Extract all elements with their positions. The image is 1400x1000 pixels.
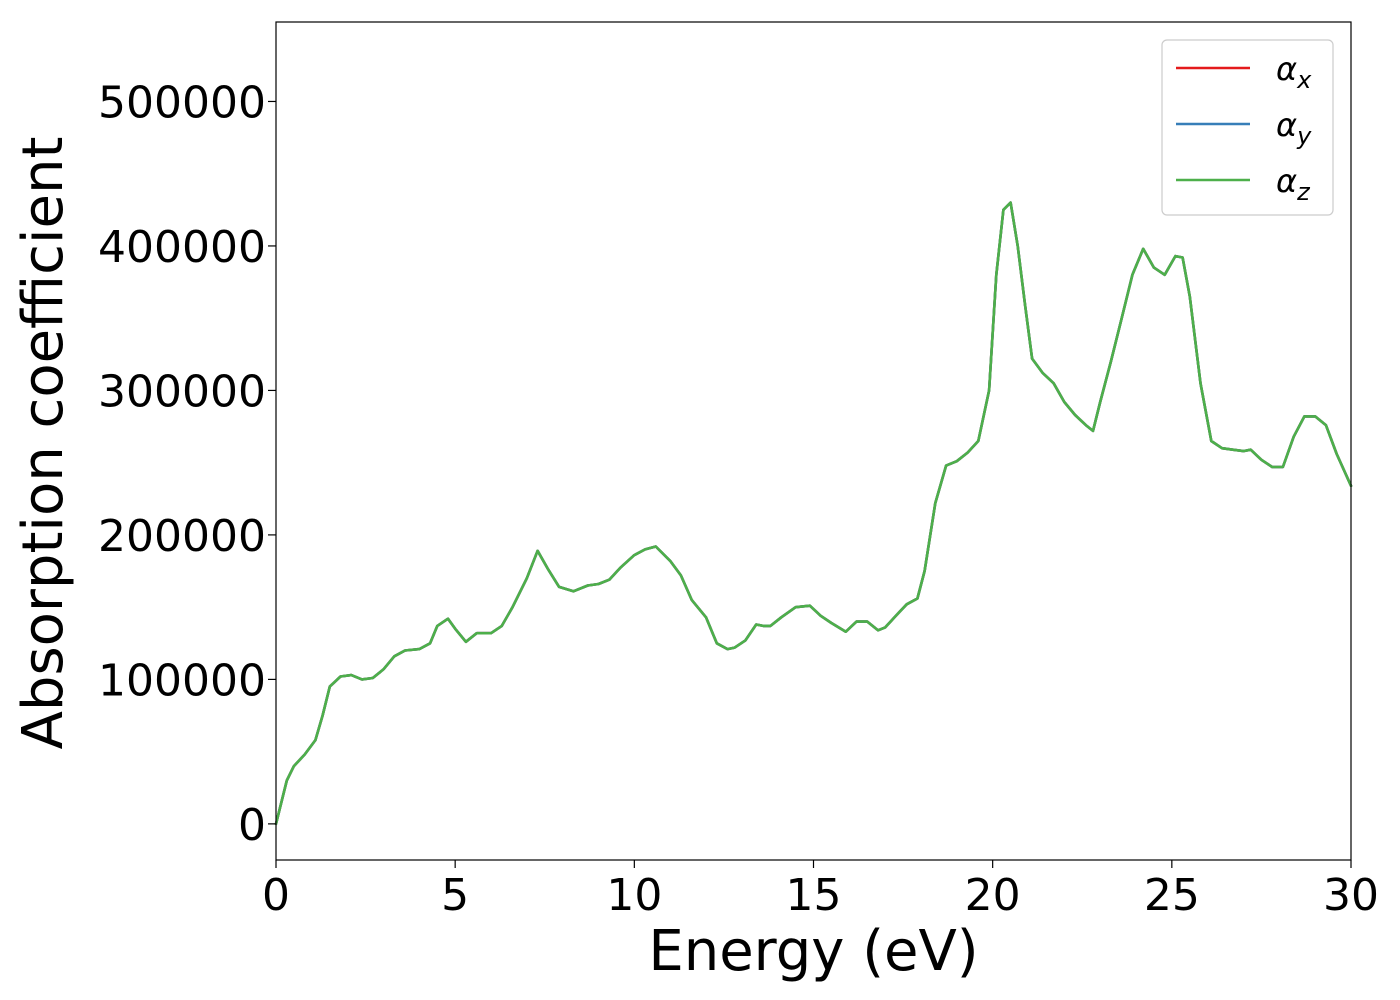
series-line-z: [274, 201, 1353, 826]
x-tick-label: 10: [606, 870, 662, 921]
y-tick-label: 300000: [98, 366, 266, 417]
y-axis: 0 100000 200000 300000 400000 500000: [98, 77, 276, 851]
y-tick-label: 200000: [98, 511, 266, 562]
x-tick-label: 5: [441, 870, 469, 921]
x-axis: 0 5 10 15 20 25 30: [262, 860, 1379, 921]
y-tick-label: 100000: [98, 655, 266, 706]
legend-box: [1161, 39, 1334, 216]
legend-label-x: αx: [1276, 50, 1312, 94]
y-tick-label: 0: [238, 800, 266, 851]
legend: αx αy αz: [1161, 39, 1334, 216]
x-tick-label: 30: [1323, 870, 1379, 921]
y-tick-label: 400000: [98, 222, 266, 273]
x-axis-label: Energy (eV): [648, 919, 978, 984]
legend-label-z: αz: [1276, 162, 1311, 206]
legend-label-y: αy: [1276, 106, 1312, 150]
x-tick-label: 0: [262, 870, 290, 921]
x-tick-label: 20: [965, 870, 1021, 921]
series-layer: [274, 201, 1353, 826]
y-axis-label: Absorption coefficient: [11, 137, 76, 750]
y-tick-label: 500000: [98, 77, 266, 128]
x-tick-label: 15: [786, 870, 842, 921]
x-tick-label: 25: [1144, 870, 1200, 921]
